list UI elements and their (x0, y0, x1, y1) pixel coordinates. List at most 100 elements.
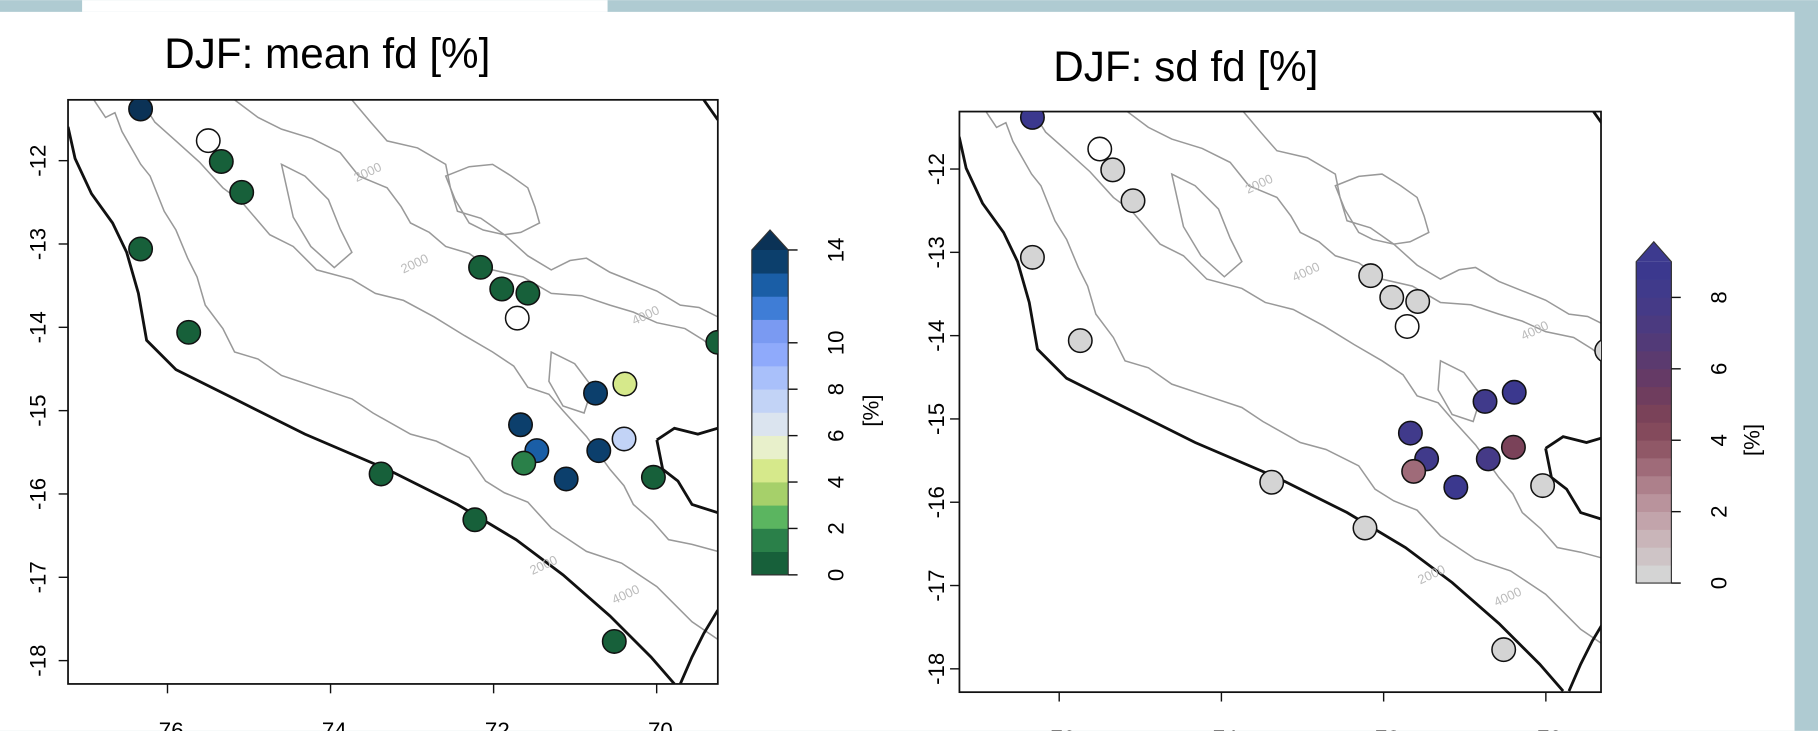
station-point (508, 412, 534, 438)
colorbar-swatch (1636, 458, 1672, 477)
y-tick-label: -18 (26, 645, 51, 677)
station-point (1019, 111, 1045, 130)
colorbar-tick-label: 6 (1707, 363, 1732, 375)
station-point (1443, 474, 1469, 500)
station-point (1401, 458, 1427, 484)
colorbar-swatch (751, 482, 789, 506)
colorbar-swatch (751, 528, 789, 553)
x-tick-label: -76 (1043, 726, 1075, 731)
station-point (1019, 244, 1045, 270)
colorbar-frame (1635, 240, 1672, 584)
station-point (368, 461, 394, 487)
y-tick-label: -16 (924, 486, 949, 518)
colorbar-swatch (1636, 422, 1672, 441)
station-point (1501, 379, 1527, 405)
colorbar-swatch (751, 273, 789, 297)
station-point (176, 319, 202, 345)
colorbar-swatch (751, 389, 789, 413)
y-tick-label: -17 (924, 569, 949, 601)
colorbar-tick-label: 4 (1707, 434, 1732, 446)
station-point (1087, 136, 1113, 162)
colorbar-swatch (1636, 511, 1672, 530)
station-point (1405, 288, 1431, 314)
colorbar-tick-label: 0 (823, 569, 848, 581)
station-point (1358, 263, 1384, 289)
station-point (1067, 328, 1093, 354)
colorbar-swatch (751, 435, 789, 460)
x-tick-label: -76 (151, 718, 183, 731)
colorbar-swatch (1636, 529, 1672, 548)
colorbar-swatch (1636, 565, 1672, 584)
station-point (1100, 157, 1126, 183)
station-point (1352, 515, 1378, 541)
colorbar-tick-label: 4 (823, 476, 848, 488)
colorbar-swatch (1636, 279, 1672, 298)
station-point (1594, 339, 1602, 362)
points (1019, 111, 1602, 663)
colorbar-swatch (1636, 547, 1672, 566)
station-point (489, 276, 515, 302)
y-tick-label: -13 (924, 236, 949, 268)
station-point (511, 450, 537, 476)
colorbar-swatch (1636, 315, 1672, 334)
station-point (611, 426, 637, 452)
station-point (504, 305, 530, 331)
station-point (462, 507, 488, 533)
station-point (229, 179, 255, 205)
colorbar-label: [%] (1739, 424, 1764, 456)
chart-title: DJF: sd fd [%] (1053, 43, 1318, 90)
colorbar-tick-label: 10 (823, 330, 848, 355)
colorbar-swatch (1636, 404, 1672, 423)
colorbar-extend (1636, 241, 1672, 262)
colorbar-frame (751, 229, 789, 576)
colorbar-swatch (751, 551, 789, 576)
slide-tab (82, 0, 608, 12)
station-point (640, 464, 666, 490)
colorbar-extend (751, 230, 789, 250)
x-tick-label: -70 (1530, 726, 1562, 731)
colorbar-label: [%] (859, 395, 884, 427)
x-tick-label: -70 (641, 718, 673, 731)
colorbar-swatch (1636, 493, 1672, 513)
colorbar-swatch (751, 342, 789, 367)
y-tick-label: -15 (26, 395, 51, 427)
colorbar-swatch (751, 366, 789, 390)
colorbar-swatch (1636, 297, 1672, 316)
station-point (1530, 473, 1556, 499)
y-tick-label: -16 (26, 478, 51, 510)
station-point (468, 254, 494, 280)
station-point (128, 236, 154, 262)
colorbar-tick-label: 2 (823, 522, 848, 534)
colorbar-tick-label: 14 (823, 238, 848, 263)
colorbar-swatch (751, 319, 789, 344)
colorbar-tick-label: 0 (1707, 577, 1732, 589)
colorbar-swatch (751, 296, 789, 320)
station-point (1475, 446, 1501, 472)
y-tick-label: -15 (924, 403, 949, 435)
station-point (208, 149, 234, 174)
station-point (586, 438, 612, 464)
colorbar-tick-label: 8 (1707, 291, 1732, 303)
x-tick-label: -72 (478, 718, 510, 731)
colorbar-tick-label: 2 (1707, 505, 1732, 517)
plot-frame (958, 110, 1602, 694)
colorbar-swatch (1636, 368, 1672, 388)
x-tick-label: -74 (314, 718, 346, 731)
colorbar-swatch (1636, 333, 1672, 352)
y-tick-label: -18 (924, 653, 949, 685)
colorbar-swatch (751, 458, 789, 483)
station-point (612, 371, 638, 397)
y-tick-label: -14 (26, 311, 51, 343)
y-tick-label: -13 (26, 228, 51, 260)
y-tick-label: -17 (26, 561, 51, 593)
colorbar-tick-label: 6 (823, 429, 848, 441)
points (128, 99, 718, 654)
station-point (1259, 469, 1285, 495)
station-point (128, 99, 154, 122)
station-point (601, 628, 627, 654)
x-tick-label: -72 (1368, 726, 1400, 731)
station-point (1379, 284, 1405, 310)
station-point (515, 280, 541, 306)
chart-title: DJF: mean fd [%] (164, 30, 490, 77)
